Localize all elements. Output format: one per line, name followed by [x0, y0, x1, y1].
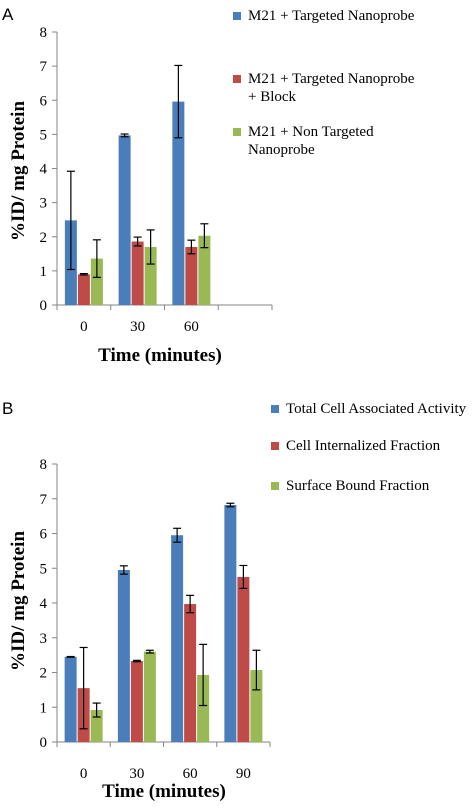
panel-a-bar	[185, 246, 198, 305]
panel-b-x-axis-title: Time (minutes)	[102, 781, 226, 802]
panel-a-y-tick-label: 6	[40, 93, 48, 109]
panel-a-legend-swatch	[233, 75, 241, 83]
panel-b-legend-swatch	[271, 405, 279, 413]
panel-b-bar	[250, 670, 263, 742]
panel-b-legend-label: Total Cell Associated Activity	[286, 401, 467, 417]
panel-a-chart: A 0 1 2 3 4 5 6 7 8 0 30 60 Time (minutes) %ID/ mg Pr…	[2, 5, 415, 366]
panel-b-bar	[237, 576, 250, 742]
panel-a-legend-swatch	[233, 128, 241, 136]
panel-b-y-tick-label: 7	[40, 492, 48, 508]
panel-b-y-tick-label: 6	[40, 527, 48, 543]
panel-a-bar	[172, 101, 185, 306]
panel-b-bar	[117, 569, 130, 742]
panel-b-y-tick-label: 1	[40, 700, 48, 716]
panel-a-legend-label: M21 + Targeted Nanoprobe	[248, 71, 415, 87]
panel-a-letter: A	[2, 5, 14, 24]
panel-a-x-tick-label: 0	[80, 319, 88, 335]
panel-a-legend-label: M21 + Non Targeted	[248, 124, 374, 140]
panel-b-bar	[224, 505, 237, 742]
panel-a-y-tick-label: 8	[40, 25, 48, 41]
panel-b-x-tick-label: 0	[80, 766, 88, 782]
panel-a-y-tick-label: 5	[40, 127, 48, 143]
panel-b-legend-label: Surface Bound Fraction	[286, 478, 430, 494]
panel-b-chart: B 0 1 2 3 4 5 6 7 8 0 30 60 90 Time (minutes) %ID/ mg …	[2, 399, 467, 802]
panel-b-bar	[130, 661, 143, 742]
panel-a-legend-label: + Block	[248, 89, 297, 105]
panel-a-x-axis-title: Time (minutes)	[98, 345, 222, 366]
panel-a-bar	[118, 135, 131, 305]
panel-b-legend-swatch	[271, 482, 279, 490]
panel-b-y-axis-title: %ID/ mg Protein	[8, 531, 29, 671]
panel-a-x-tick-label: 30	[130, 319, 145, 335]
panel-b-letter: B	[2, 399, 13, 418]
panel-b-bar	[184, 604, 197, 742]
panel-b-y-tick-label: 3	[40, 631, 48, 647]
panel-a-y-tick-label: 7	[40, 59, 48, 75]
panel-a-bar	[77, 274, 90, 305]
panel-b-bar	[64, 656, 77, 742]
panel-b-y-tick-label: 0	[40, 735, 48, 751]
panel-b-legend-label: Cell Internalized Fraction	[286, 438, 441, 454]
panel-b-x-tick-label: 90	[236, 766, 251, 782]
panel-b-bar	[197, 674, 210, 742]
panel-b-bar	[90, 710, 103, 742]
panel-a-y-tick-label: 1	[40, 264, 48, 280]
panel-b-x-tick-label: 30	[129, 766, 144, 782]
panel-b-legend-swatch	[271, 442, 279, 450]
panel-a-legend-swatch	[233, 12, 241, 20]
panel-a-legend-label: M21 + Targeted Nanoprobe	[248, 8, 415, 24]
panel-a-bar	[131, 241, 144, 305]
panel-a-bar	[198, 235, 211, 305]
panel-b-bar	[143, 651, 156, 742]
panel-b-bar	[171, 535, 184, 742]
panel-a-y-tick-label: 3	[40, 196, 48, 212]
panel-b-y-tick-label: 5	[40, 561, 48, 577]
panel-a-y-axis-title: %ID/ mg Protein	[8, 101, 29, 241]
panel-a-legend-label: Nanoprobe	[248, 142, 315, 158]
panel-a-bar	[90, 258, 103, 305]
panel-a-bar	[144, 246, 157, 305]
panel-a-y-tick-label: 2	[40, 230, 48, 246]
panel-a-y-tick-label: 0	[40, 298, 48, 314]
panel-b-y-tick-label: 4	[40, 596, 48, 612]
panel-a-y-tick-label: 4	[40, 162, 48, 178]
panel-b-y-tick-label: 2	[40, 666, 48, 682]
panel-b-x-tick-label: 60	[183, 766, 198, 782]
panel-a-x-tick-label: 60	[184, 319, 199, 335]
panel-b-y-tick-label: 8	[40, 457, 48, 473]
